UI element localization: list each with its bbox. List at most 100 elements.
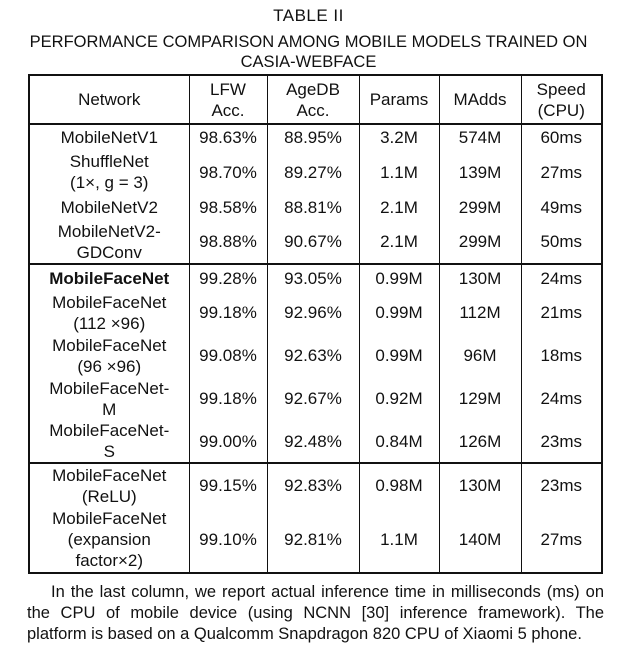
cell-lfw-acc: 99.18% [189, 377, 268, 420]
network-name-line: MobileFaceNet [52, 335, 167, 355]
cell-network: MobileFaceNet [29, 264, 190, 291]
header-text: Acc. [211, 100, 245, 120]
header-text: (CPU) [537, 100, 585, 120]
cell-lfw-acc: 99.00% [189, 420, 268, 463]
header-agedb-acc: AgeDB Acc. [267, 75, 360, 124]
header-text: LFW [210, 79, 246, 99]
cell-speed: 23ms [521, 420, 603, 463]
header-text: MAdds [453, 90, 507, 109]
network-name-line: (expansion [67, 530, 151, 549]
footnote-text: In the last column, we report actual inf… [27, 583, 604, 643]
table-group-mobilefacenet: MobileFaceNet 99.28% 93.05% 0.99M 130M 24ms Mo… [29, 264, 603, 463]
cell-network: MobileNetV2- GDConv [29, 220, 190, 264]
header-speed: Speed (CPU) [521, 75, 603, 124]
cell-params: 1.1M [359, 150, 440, 194]
cell-speed: 24ms [521, 377, 603, 420]
cell-params: 2.1M [359, 194, 440, 220]
cell-params: 0.98M [359, 463, 440, 507]
table-row: MobileNetV1 98.63% 88.95% 3.2M 574M 60ms [29, 124, 603, 150]
network-name-line: MobileNetV1 [60, 128, 158, 147]
cell-speed: 27ms [521, 150, 603, 194]
cell-lfw-acc: 99.08% [189, 334, 268, 377]
cell-params: 0.99M [359, 264, 440, 291]
cell-lfw-acc: 98.63% [189, 124, 268, 150]
table-row: MobileFaceNet (expansion factor×2) 99.10% 92… [29, 507, 603, 573]
table-row: MobileFaceNet 99.28% 93.05% 0.99M 130M 24ms [29, 264, 603, 291]
cell-madds: 126M [439, 420, 522, 463]
network-name-line: factor×2) [75, 551, 144, 570]
cell-network: ShuffleNet (1×, g = 3) [29, 150, 190, 194]
header-row: Network LFW Acc. AgeDB Acc. Params MAdds Speed(… [29, 75, 603, 124]
cell-params: 0.99M [359, 291, 440, 334]
cell-speed: 18ms [521, 334, 603, 377]
table-row: MobileNetV2- GDConv 98.88% 90.67% 2.1M 299M 50… [29, 220, 603, 264]
cell-agedb-acc: 92.83% [267, 463, 360, 507]
network-name-line: MobileFaceNet [52, 509, 167, 528]
cell-lfw-acc: 98.88% [189, 220, 268, 264]
header-text: Params [369, 90, 429, 109]
header-lfw-acc: LFW Acc. [189, 75, 268, 124]
table-row: MobileFaceNet (ReLU) 99.15% 92.83% 0.98M 130M… [29, 463, 603, 507]
table-title-text-2: CASIA-WEBFACE [240, 53, 377, 71]
network-name-line: ShuffleNet [69, 152, 149, 171]
network-name-line: MobileFaceNet- [49, 421, 170, 440]
network-name-line: MobileFaceNet [52, 465, 167, 485]
network-name-line: GDConv [76, 242, 142, 262]
network-name-line: S [103, 442, 115, 461]
cell-madds: 112M [439, 291, 522, 334]
cell-params: 0.92M [359, 377, 440, 420]
cell-lfw-acc: 99.18% [189, 291, 268, 334]
cell-params: 1.1M [359, 507, 440, 573]
cell-network: MobileNetV1 [29, 124, 190, 150]
cell-network: MobileFaceNet- M [29, 377, 190, 420]
header-params: Params [359, 75, 440, 124]
cell-madds: 139M [439, 150, 522, 194]
cell-speed: 27ms [521, 507, 603, 573]
cell-network: MobileFaceNet (112 ×96) [29, 291, 190, 334]
cell-params: 0.84M [359, 420, 440, 463]
cell-speed: 60ms [521, 124, 603, 150]
cell-madds: 96M [439, 334, 522, 377]
cell-network: MobileNetV2 [29, 194, 190, 220]
header-text: AgeDB [286, 79, 340, 99]
network-name-line: (1×, g = 3) [70, 173, 149, 192]
header-network: Network [29, 75, 190, 124]
table-title-line-1: PERFORMANCE COMPARISON AMONG MOBILE MODE… [0, 33, 617, 52]
cell-network: MobileFaceNet (ReLU) [29, 463, 190, 507]
network-name-line: M [102, 399, 117, 419]
table-row: ShuffleNet (1×, g = 3) 98.70% 89.27% 1.1M 139… [29, 150, 603, 194]
cell-params: 3.2M [359, 124, 440, 150]
table-row: MobileFaceNet (112 ×96) 99.18% 92.96% 0.99M 1… [29, 291, 603, 334]
cell-speed: 49ms [521, 194, 603, 220]
cell-agedb-acc: 92.67% [267, 377, 360, 420]
header-text: Acc. [296, 100, 330, 120]
network-name-line: (ReLU) [81, 486, 137, 506]
cell-madds: 299M [439, 220, 522, 264]
network-name-line: MobileFaceNet [52, 292, 167, 312]
cell-agedb-acc: 92.63% [267, 334, 360, 377]
table-group-baselines: MobileNetV1 98.63% 88.95% 3.2M 574M 60ms Shuff… [29, 124, 603, 264]
network-name-line: MobileNetV2- [57, 221, 161, 241]
table-row: MobileFaceNet- S 99.00% 92.48% 0.84M 126M 23ms [29, 420, 603, 463]
network-name-line: (112 ×96) [73, 313, 146, 333]
cell-speed: 50ms [521, 220, 603, 264]
cell-speed: 23ms [521, 463, 603, 507]
cell-agedb-acc: 92.81% [267, 507, 360, 573]
cell-madds: 299M [439, 194, 522, 220]
table-header: Network LFW Acc. AgeDB Acc. Params MAdds Speed(… [29, 75, 603, 124]
cell-lfw-acc: 99.10% [189, 507, 268, 573]
cell-lfw-acc: 99.28% [189, 264, 268, 291]
cell-madds: 130M [439, 463, 522, 507]
network-name-line: MobileFaceNet [49, 268, 170, 288]
cell-network: MobileFaceNet (96 ×96) [29, 334, 190, 377]
cell-params: 0.99M [359, 334, 440, 377]
cell-agedb-acc: 93.05% [267, 264, 360, 291]
cell-madds: 130M [439, 264, 522, 291]
header-madds: MAdds [439, 75, 522, 124]
cell-madds: 129M [439, 377, 522, 420]
cell-params: 2.1M [359, 220, 440, 264]
cell-network: MobileFaceNet (expansion factor×2) [29, 507, 190, 573]
table-title-line-2: CASIA-WEBFACE [0, 53, 617, 72]
cell-lfw-acc: 98.58% [189, 194, 268, 220]
table-footnote: In the last column, we report actual inf… [27, 582, 604, 645]
